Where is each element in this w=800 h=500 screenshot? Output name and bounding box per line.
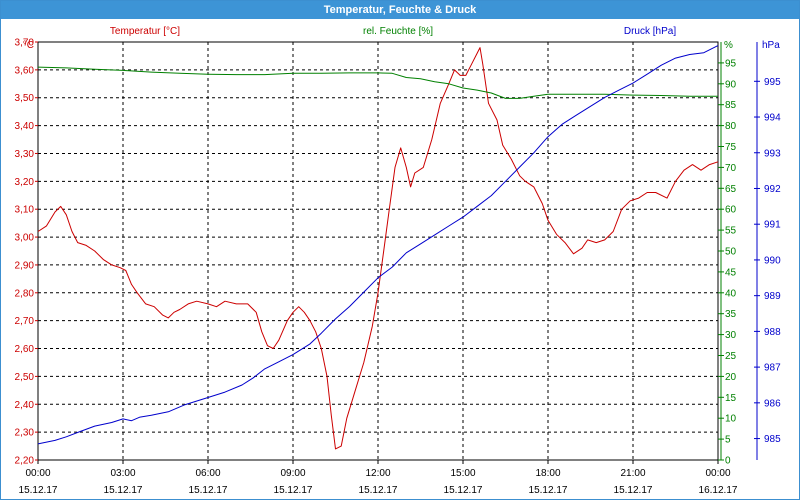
humidity-tick-label: 70 xyxy=(725,163,737,174)
temperature-tick-label: 3,20 xyxy=(15,177,35,188)
pressure-tick-label: 992 xyxy=(764,184,781,195)
humidity-tick-label: 30 xyxy=(725,330,737,341)
x-tick-time: 15:00 xyxy=(450,468,475,479)
x-tick-date: 15.12.17 xyxy=(359,485,398,496)
temperature-unit: °C xyxy=(23,40,34,51)
x-tick-date: 15.12.17 xyxy=(274,485,313,496)
humidity-tick-label: 15 xyxy=(725,393,737,404)
x-tick-date: 15.12.17 xyxy=(19,485,58,496)
x-tick-time: 03:00 xyxy=(110,468,135,479)
temperature-tick-label: 3,00 xyxy=(15,233,35,244)
humidity-tick-label: 0 xyxy=(725,456,731,467)
humidity-tick-label: 40 xyxy=(725,288,737,299)
temperature-tick-label: 3,50 xyxy=(15,93,35,104)
x-tick-time: 18:00 xyxy=(535,468,560,479)
temperature-tick-label: 2,60 xyxy=(15,344,35,355)
grid-lines xyxy=(38,41,718,461)
humidity-tick-label: 75 xyxy=(725,142,737,153)
temperature-tick-label: 2,90 xyxy=(15,260,35,271)
pressure-series-line xyxy=(37,45,719,445)
temperature-tick-label: 3,30 xyxy=(15,149,35,160)
x-tick-time: 12:00 xyxy=(365,468,390,479)
pressure-tick-label: 986 xyxy=(764,398,781,409)
pressure-tick-label: 988 xyxy=(764,327,781,338)
temperature-tick-label: 2,80 xyxy=(15,288,35,299)
x-tick-date: 15.12.17 xyxy=(189,485,228,496)
temperature-tick-label: 2,50 xyxy=(15,372,35,383)
pressure-tick-label: 989 xyxy=(764,291,781,302)
tick-labels: 00:00 15.12.17 03:00 15.12.17 06:00 15.12.17 0… xyxy=(15,38,782,497)
humidity-tick-label: 85 xyxy=(725,100,737,111)
pressure-unit: hPa xyxy=(762,40,780,51)
pressure-tick-label: 991 xyxy=(764,220,781,231)
humidity-tick-label: 35 xyxy=(725,309,737,320)
pressure-axis-label: Druck [hPa] xyxy=(624,26,676,37)
humidity-tick-label: 5 xyxy=(725,435,731,446)
temperature-tick-label: 3,60 xyxy=(15,65,35,76)
humidity-tick-label: 60 xyxy=(725,205,737,216)
x-tick-date: 15.12.17 xyxy=(529,485,568,496)
humidity-tick-label: 20 xyxy=(725,372,737,383)
x-tick-time: 00:00 xyxy=(705,468,730,479)
humidity-unit: % xyxy=(724,40,733,51)
x-tick-date: 15.12.17 xyxy=(614,485,653,496)
humidity-series-line xyxy=(37,66,718,99)
humidity-tick-label: 45 xyxy=(725,267,737,278)
pressure-tick-label: 985 xyxy=(764,434,781,445)
x-tick-date: 15.12.17 xyxy=(104,485,143,496)
temperature-axis-label: Temperatur [°C] xyxy=(110,26,180,37)
humidity-tick-label: 55 xyxy=(725,226,737,237)
pressure-tick-label: 987 xyxy=(764,363,781,374)
x-tick-time: 09:00 xyxy=(280,468,305,479)
temperature-tick-label: 2,30 xyxy=(15,428,35,439)
temperature-tick-label: 3,10 xyxy=(15,205,35,216)
humidity-axis-label: rel. Feuchte [%] xyxy=(363,26,433,37)
humidity-tick-label: 95 xyxy=(725,58,737,69)
humidity-tick-label: 65 xyxy=(725,184,737,195)
temperature-tick-label: 3,70 xyxy=(15,38,35,49)
pressure-tick-label: 995 xyxy=(764,77,781,88)
temperature-series-line xyxy=(37,47,719,450)
humidity-tick-label: 25 xyxy=(725,351,737,362)
humidity-tick-label: 50 xyxy=(725,247,737,258)
temperature-tick-label: 2,70 xyxy=(15,316,35,327)
temperature-tick-label: 2,40 xyxy=(15,400,35,411)
x-tick-time: 06:00 xyxy=(195,468,220,479)
x-tick-time: 00:00 xyxy=(25,468,50,479)
pressure-tick-label: 993 xyxy=(764,148,781,159)
temperature-tick-label: 2,20 xyxy=(15,456,35,467)
pressure-tick-label: 990 xyxy=(764,255,781,266)
humidity-tick-label: 80 xyxy=(725,121,737,132)
humidity-tick-label: 10 xyxy=(725,414,737,425)
humidity-tick-label: 90 xyxy=(725,79,737,90)
series-group xyxy=(37,45,719,450)
x-tick-date: 15.12.17 xyxy=(444,485,483,496)
temperature-tick-label: 3,40 xyxy=(15,121,35,132)
x-tick-date: 16.12.17 xyxy=(699,485,738,496)
pressure-tick-label: 994 xyxy=(764,113,781,124)
chart-title: Temperatur, Feuchte & Druck xyxy=(1,1,799,19)
x-tick-time: 21:00 xyxy=(620,468,645,479)
